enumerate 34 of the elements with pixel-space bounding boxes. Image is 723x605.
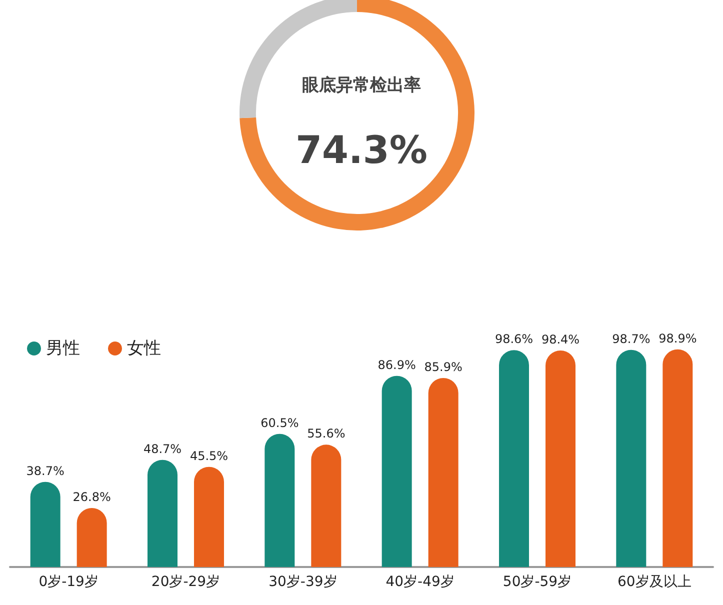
data-label: 74.3% xyxy=(296,128,428,172)
data-label: 98.4% xyxy=(541,332,580,347)
data-label: 85.9% xyxy=(424,360,462,374)
text: 眼底异常检出率 xyxy=(302,76,421,96)
bar xyxy=(148,460,178,567)
legend-label: 女性 xyxy=(127,338,161,358)
bar xyxy=(76,508,107,567)
data-label: 98.7% xyxy=(612,332,650,346)
data-label: 26.8% xyxy=(72,490,111,504)
data-label: 55.6% xyxy=(307,426,346,441)
bar xyxy=(616,350,646,567)
data-label: 98.6% xyxy=(494,332,534,346)
data-label: 48.7% xyxy=(143,442,182,456)
data-label: 98.9% xyxy=(658,331,697,346)
x-tick-label: 0岁-19岁 xyxy=(38,574,98,590)
bar xyxy=(194,466,224,567)
x-tick-label: 40岁-49岁 xyxy=(386,574,454,590)
bar xyxy=(499,350,529,567)
data-label: 86.9% xyxy=(378,358,416,372)
bar xyxy=(428,378,458,567)
x-tick-label: 30岁-39岁 xyxy=(268,574,338,590)
bar xyxy=(264,434,295,567)
bar xyxy=(546,350,576,567)
bar xyxy=(382,376,412,567)
bar xyxy=(30,482,60,567)
data-label: 45.5% xyxy=(190,448,228,463)
x-tick-label: 20岁-29岁 xyxy=(151,574,220,590)
bar xyxy=(662,349,693,567)
legend-label: 男性 xyxy=(46,338,80,358)
x-tick-label: 50岁-59岁 xyxy=(502,574,572,590)
data-label: 38.7% xyxy=(26,464,64,478)
data-label: 60.5% xyxy=(260,416,299,430)
bar xyxy=(311,444,342,567)
x-tick-label: 60岁及以上 xyxy=(618,574,692,590)
